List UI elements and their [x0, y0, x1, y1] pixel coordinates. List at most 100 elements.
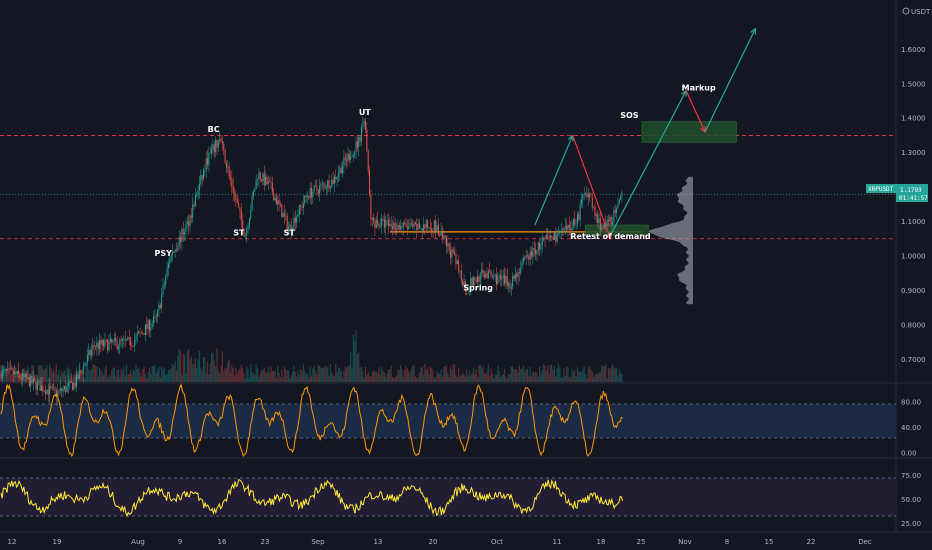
candle-body	[486, 273, 488, 279]
candle-body	[138, 331, 140, 334]
volume-bar	[606, 377, 608, 382]
candle-body	[142, 332, 144, 334]
candle-body	[474, 277, 476, 280]
price-candles[interactable]	[0, 117, 623, 406]
candle-body	[365, 120, 366, 130]
candle-body	[74, 382, 76, 387]
candle-body	[379, 225, 381, 227]
candle-body	[127, 336, 129, 340]
candle-body	[163, 283, 165, 286]
candle-body	[305, 195, 307, 198]
candle-body	[109, 338, 111, 342]
volume-bar	[290, 375, 292, 382]
candle-body	[43, 391, 45, 392]
time-tick-label: 20	[429, 538, 438, 546]
volume-bar	[427, 367, 429, 382]
volume-bar	[204, 357, 206, 382]
candle-body	[616, 208, 618, 213]
annotation-label: SOS	[620, 111, 639, 120]
volume-bar	[464, 376, 466, 382]
osc2-tick-label: 25.00	[901, 520, 921, 528]
candle-body	[593, 206, 595, 208]
volume-bar	[497, 365, 499, 382]
volume-bar	[238, 370, 240, 382]
projection-arrows[interactable]	[534, 27, 757, 241]
volume-bar	[107, 377, 109, 382]
volume-bar	[406, 368, 408, 382]
volume-bar	[543, 364, 545, 382]
candle-body	[333, 176, 335, 184]
volume-bar	[101, 371, 103, 382]
candle-body	[231, 178, 233, 187]
volume-bar	[240, 365, 242, 382]
volume-bar	[266, 372, 268, 382]
volume-bar	[529, 366, 531, 382]
volume-bar	[161, 366, 163, 382]
volume-bar	[495, 374, 498, 382]
volume-bar	[140, 376, 142, 382]
volume-bar	[105, 365, 107, 382]
candle-body	[108, 341, 110, 351]
candle-body	[289, 224, 291, 227]
candle-body	[420, 228, 422, 229]
candle-body	[242, 220, 244, 232]
candle-body	[620, 195, 622, 200]
volume-bar	[397, 370, 399, 382]
volume-bar	[132, 369, 134, 382]
volume-bar	[341, 377, 344, 382]
volume-bar	[555, 376, 557, 382]
candle-body	[601, 227, 603, 230]
volume-bar	[243, 373, 245, 382]
candle-body	[258, 172, 260, 180]
volume-bar	[595, 374, 597, 382]
candle-body	[178, 236, 180, 247]
candle-body	[541, 240, 543, 245]
candle-body	[120, 339, 122, 341]
volume-bar	[459, 375, 461, 382]
volume-bar	[609, 368, 611, 382]
candle-body	[11, 368, 13, 370]
volume-bar	[324, 366, 326, 382]
candle-body	[158, 304, 160, 311]
volume-bar	[323, 367, 325, 382]
candle-body	[324, 184, 326, 189]
volume-bar	[417, 377, 419, 382]
candle-body	[257, 179, 258, 180]
volume-bar	[254, 374, 256, 382]
candle-body	[228, 166, 230, 177]
candle-body	[154, 316, 156, 317]
candle-body	[575, 223, 577, 225]
candle-body	[53, 387, 55, 388]
candle-body	[203, 170, 204, 180]
candle-body	[1, 370, 3, 379]
candle-body	[274, 197, 276, 201]
volume-bar	[517, 372, 519, 382]
candle-body	[435, 220, 437, 232]
currency-unit[interactable]: USDT	[902, 7, 931, 16]
volume-bar	[66, 367, 68, 382]
volume-bar	[53, 369, 55, 382]
candle-body	[343, 157, 345, 167]
volume-bar	[59, 375, 61, 382]
time-tick-label: 8	[725, 538, 729, 546]
candle-body	[505, 276, 507, 284]
volume-bar	[71, 377, 74, 382]
candle-body	[335, 176, 337, 180]
volume-bar	[355, 330, 357, 382]
volume-bar	[173, 365, 175, 382]
candle-body	[115, 338, 117, 342]
volume-bar	[328, 375, 330, 382]
candle-body	[421, 228, 423, 231]
volume-bar	[231, 364, 233, 382]
candle-body	[45, 391, 47, 395]
volume-bar	[123, 366, 125, 382]
volume-bar	[85, 365, 87, 382]
volume-bar	[232, 368, 234, 382]
candle-body	[254, 188, 256, 192]
volume-bar	[383, 372, 385, 382]
annotations[interactable]: PSY BC ST ST UT Spring Retest of demand SOS Mark…	[154, 84, 716, 293]
volume-bar	[185, 372, 187, 382]
candle-body	[475, 279, 477, 283]
candle-body	[217, 140, 219, 148]
